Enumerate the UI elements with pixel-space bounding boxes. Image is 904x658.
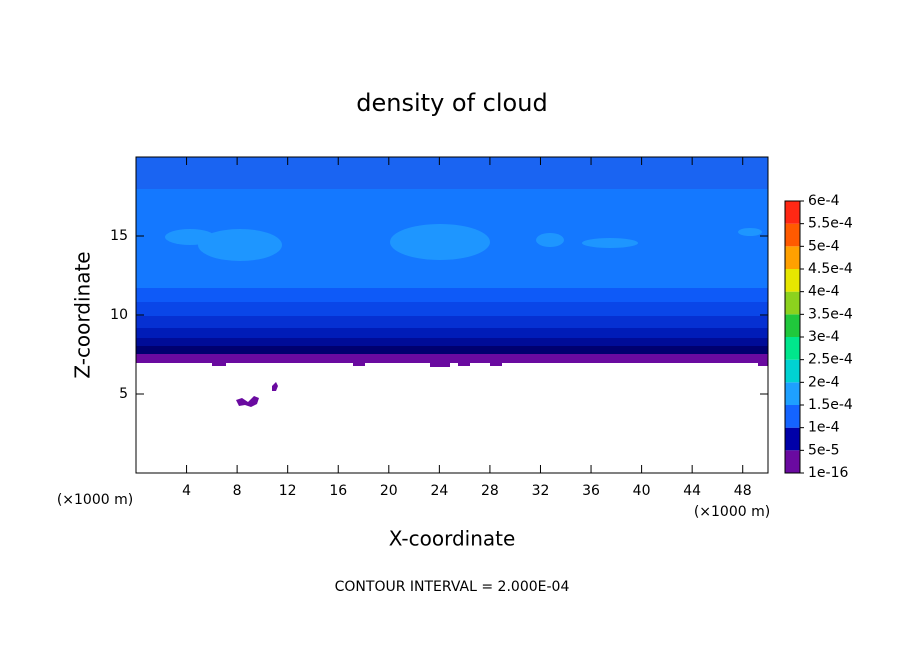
contour-fill [136,338,768,346]
y-tick-label: 15 [110,228,128,244]
contour-fill [738,228,762,236]
contour-fill [136,302,768,316]
chart-title: density of cloud [356,89,547,117]
x-tick-label: 20 [380,483,398,499]
contour-fill [536,233,564,247]
colorbar-label: 1e-16 [808,465,848,481]
colorbar-swatch [785,382,800,405]
x-tick-label: 12 [279,483,297,499]
x-unit-right: (×1000 m) [694,504,770,520]
colorbar-swatch [785,337,800,360]
colorbar-swatch [785,405,800,428]
colorbar-label: 4.5e-4 [808,261,853,277]
contour-field [136,157,768,407]
y-tick-label: 5 [119,386,128,402]
x-tick-label: 24 [430,483,448,499]
contour-fill [198,229,282,261]
colorbar-label: 2.5e-4 [808,352,853,368]
contour-fill [390,224,490,260]
footer-note: CONTOUR INTERVAL = 2.000E-04 [335,579,570,595]
x-unit-left: (×1000 m) [57,492,133,508]
colorbar-label: 1e-4 [808,420,840,436]
colorbar-swatch [785,291,800,315]
x-tick-label: 40 [633,483,651,499]
colorbar-label: 3e-4 [808,329,840,345]
colorbar-swatch [785,427,800,451]
y-axis-label: Z-coordinate [71,251,95,378]
colorbar-swatch [785,223,800,247]
x-axis-label: X-coordinate [389,527,516,551]
colorbar-swatch [785,246,800,269]
x-tick-label: 4 [182,483,191,499]
contour-fill [212,362,768,367]
x-tick-label: 16 [329,483,347,499]
x-tick-label: 28 [481,483,499,499]
x-tick-label: 44 [683,483,701,499]
colorbar-swatch [785,450,800,473]
contour-fill [136,346,768,354]
colorbar-label: 1.5e-4 [808,397,853,413]
colorbar-label: 2e-4 [808,374,840,390]
colorbar-swatch [785,269,800,292]
x-tick-label: 48 [734,483,752,499]
contour-fill [582,238,638,248]
contour-fill [136,316,768,328]
colorbar-label: 3.5e-4 [808,306,853,322]
contour-fill [236,382,278,407]
contour-fill [165,229,215,245]
x-tick-label: 8 [233,483,242,499]
contour-fill [136,328,768,338]
colorbar-label: 5e-5 [808,442,839,458]
colorbar-label: 5.5e-4 [808,216,853,232]
colorbar-swatch [785,359,800,383]
contour-fill [136,354,768,363]
colorbar-swatch [785,314,800,337]
contour-fill [136,157,768,189]
contour-fill [136,288,768,302]
colorbar-swatch [785,201,800,224]
colorbar-label: 5e-4 [808,238,840,254]
x-tick-label: 36 [582,483,600,499]
colorbar-label: 4e-4 [808,284,840,300]
y-tick-label: 10 [110,307,128,323]
colorbar-label: 6e-4 [808,193,840,209]
x-tick-label: 32 [532,483,550,499]
